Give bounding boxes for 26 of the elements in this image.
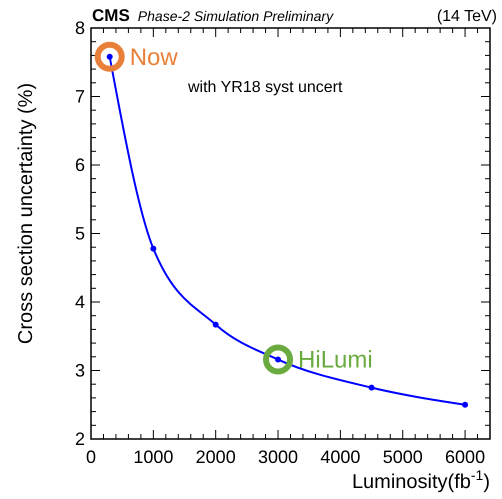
y-tick-label: 3 (74, 360, 85, 380)
x-tick-label: 0 (86, 447, 96, 467)
x-tick-label: 6000 (445, 447, 486, 467)
point (212, 322, 219, 328)
chart-title: CMS (92, 6, 130, 25)
point (150, 246, 156, 252)
y-tick-label: 7 (74, 86, 85, 106)
y-tick-label: 2 (74, 429, 85, 449)
x-tick-label: 3000 (258, 447, 298, 467)
point (368, 384, 375, 391)
x-tick-label: 1000 (133, 447, 174, 467)
x-tick-label: 5000 (382, 447, 423, 467)
annotation: Now (130, 44, 178, 71)
text: (14 TeV) (436, 8, 497, 25)
annotation: HiLumi (298, 346, 373, 374)
x-tick-label: 4000 (320, 447, 360, 467)
annotation: with YR18 syst uncert (187, 79, 343, 96)
chart-subtitle: Phase-2 Simulation Preliminary (138, 8, 334, 24)
y-tick-label: 8 (74, 18, 85, 38)
y-axis-title: Cross section uncertainty (%) (15, 82, 37, 344)
point (462, 402, 468, 408)
y-tick-label: 6 (74, 155, 85, 175)
x-tick-label: 2000 (196, 447, 236, 467)
y-tick-label: 4 (74, 292, 85, 312)
y-tick-label: 5 (74, 224, 85, 244)
x-axis-title: Luminosity(fb$^{-1}$) (352, 467, 490, 493)
